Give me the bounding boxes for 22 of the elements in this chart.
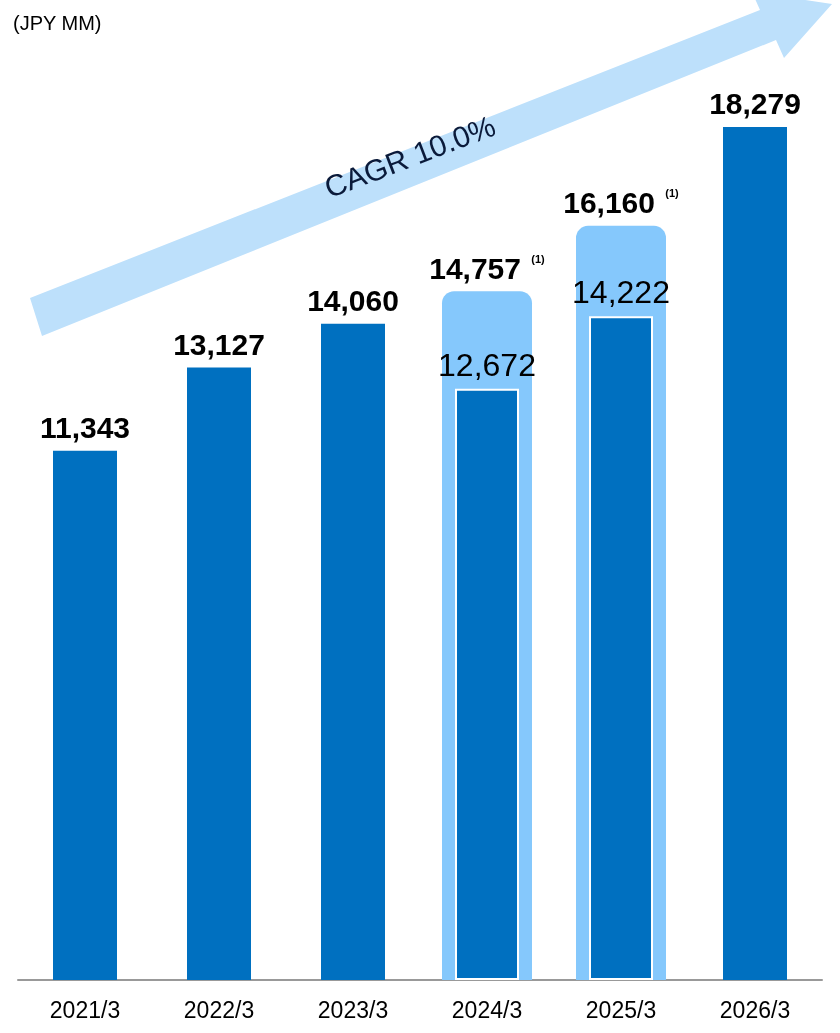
- data-label: 14,060: [307, 284, 399, 318]
- data-label: 14,757 (1): [429, 251, 546, 285]
- x-tick-label: 2021/3: [49, 996, 121, 1023]
- x-tick-label: 2024/3: [451, 996, 523, 1023]
- data-label: 14,222: [572, 274, 670, 311]
- bar: [187, 367, 251, 980]
- data-label: 13,127: [173, 327, 265, 361]
- x-tick-label: 2025/3: [585, 996, 657, 1023]
- data-label: 11,343: [39, 411, 131, 445]
- annotation: CAGR 10.0%: [319, 108, 501, 206]
- x-tick-label: 2023/3: [317, 996, 389, 1023]
- bar: [589, 316, 653, 980]
- bar: [723, 126, 787, 980]
- x-tick-label: 2022/3: [183, 996, 255, 1023]
- data-label: 18,279: [709, 87, 801, 121]
- x-tick-label: 2026/3: [719, 996, 791, 1023]
- data-label: 16,160 (1): [563, 186, 680, 220]
- bar: [455, 388, 519, 980]
- bar: [53, 450, 117, 980]
- y-axis-title: (JPY MM): [13, 12, 102, 34]
- bar: [321, 323, 385, 980]
- data-label: 12,672: [438, 346, 536, 383]
